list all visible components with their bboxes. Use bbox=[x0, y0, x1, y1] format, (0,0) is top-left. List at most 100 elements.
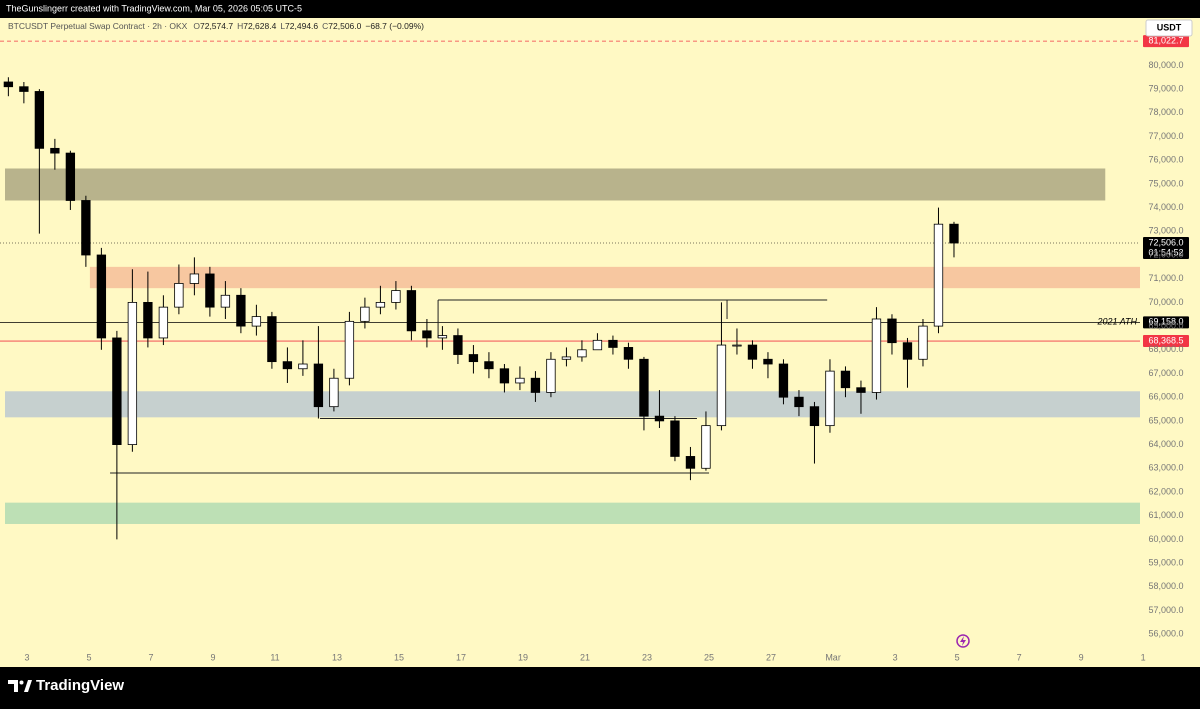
y-tick-label: 61,000.0 bbox=[1148, 510, 1183, 520]
y-tick-label: 59,000.0 bbox=[1148, 557, 1183, 567]
candle-body bbox=[623, 347, 634, 360]
candle-body bbox=[608, 339, 618, 348]
top-bar bbox=[0, 0, 1200, 18]
candle-body bbox=[825, 370, 835, 427]
candle-body bbox=[933, 223, 944, 327]
candle-body bbox=[251, 316, 262, 327]
chart-title: TheGunslingerr created with TradingView.… bbox=[6, 3, 302, 13]
candle-body bbox=[205, 273, 215, 308]
candle-body bbox=[3, 81, 14, 88]
candle-body bbox=[143, 301, 153, 339]
axes: 81,022.7 72,506.001:54:52 69,158.0 2021 ATH… bbox=[24, 35, 1189, 662]
legend-key: C bbox=[322, 21, 328, 31]
legend-value: 72,494.6 bbox=[285, 21, 318, 31]
x-tick-label: 17 bbox=[456, 652, 466, 662]
candle-body bbox=[577, 349, 587, 358]
x-tick-label: 1 bbox=[1141, 652, 1146, 662]
legend-value: 72,574.7 bbox=[200, 21, 233, 31]
candle-body bbox=[236, 294, 246, 327]
x-tick-label: 13 bbox=[332, 652, 342, 662]
y-tick-label: 62,000.0 bbox=[1148, 486, 1183, 496]
zones bbox=[5, 168, 1140, 524]
legend-key: O bbox=[193, 21, 200, 31]
y-tick-label: 68,000.0 bbox=[1148, 344, 1183, 354]
candle-body bbox=[282, 361, 293, 370]
bottom-bar bbox=[0, 667, 1200, 704]
lines bbox=[0, 40, 1140, 474]
y-tick-label: 56,000.0 bbox=[1148, 629, 1183, 639]
x-tick-label: 9 bbox=[1079, 652, 1084, 662]
candle-body bbox=[360, 306, 370, 322]
zone bbox=[5, 168, 1106, 201]
x-tick-label: 5 bbox=[955, 652, 960, 662]
candle-body bbox=[96, 254, 107, 339]
candle-body bbox=[887, 318, 897, 344]
x-tick-label: 3 bbox=[893, 652, 898, 662]
price-tag-label: 81,022.7 bbox=[1148, 36, 1183, 46]
legend-change: −68.7 (−0.09%) bbox=[365, 21, 424, 31]
candle-body bbox=[546, 358, 556, 393]
x-tick-label: 7 bbox=[148, 652, 153, 662]
zone bbox=[89, 266, 1140, 289]
x-tick-label: 21 bbox=[580, 652, 590, 662]
y-tick-label: 71,000.0 bbox=[1148, 273, 1183, 283]
y-tick-label: 72,000.0 bbox=[1148, 249, 1183, 259]
replay-icon[interactable] bbox=[956, 634, 970, 648]
candle-body bbox=[81, 200, 91, 256]
candle-body bbox=[918, 325, 928, 360]
candle-body bbox=[329, 377, 339, 408]
candle-body bbox=[856, 387, 866, 393]
candle-body bbox=[639, 358, 649, 417]
candle-body bbox=[778, 363, 789, 398]
candle-body bbox=[484, 361, 494, 370]
y-tick-label: 66,000.0 bbox=[1148, 392, 1183, 402]
candle-body bbox=[375, 301, 386, 308]
candle-body bbox=[127, 301, 138, 445]
candle-body bbox=[112, 337, 122, 445]
candle-body bbox=[716, 344, 727, 427]
x-tick-label: 3 bbox=[24, 652, 29, 662]
y-tick-label: 57,000.0 bbox=[1148, 605, 1183, 615]
legend-key: H bbox=[237, 21, 243, 31]
footer-brand: TradingView bbox=[36, 677, 124, 694]
currency-box bbox=[1145, 19, 1193, 37]
x-tick-label: 15 bbox=[394, 652, 404, 662]
y-tick-label: 76,000.0 bbox=[1148, 155, 1183, 165]
candles bbox=[3, 77, 959, 540]
price-tag-label: 72,506.0 bbox=[1148, 237, 1183, 247]
candle-body bbox=[267, 316, 277, 363]
candle-body bbox=[871, 318, 882, 393]
candle-body bbox=[313, 363, 324, 408]
price-tag bbox=[1143, 335, 1189, 348]
x-tick-label: Mar bbox=[825, 652, 841, 662]
y-tick-label: 70,000.0 bbox=[1148, 297, 1183, 307]
candle-body bbox=[499, 368, 510, 384]
y-tick-label: 74,000.0 bbox=[1148, 202, 1183, 212]
y-tick-label: 77,000.0 bbox=[1148, 131, 1183, 141]
candle-body bbox=[50, 147, 60, 154]
x-tick-label: 9 bbox=[210, 652, 215, 662]
x-tick-label: 23 bbox=[642, 652, 652, 662]
candle-body bbox=[298, 363, 308, 370]
legend-symbol: BTCUSDT Perpetual Swap Contract · 2h · O… bbox=[8, 21, 188, 31]
candle-body bbox=[592, 339, 603, 351]
candle-body bbox=[654, 415, 665, 422]
candle-body bbox=[809, 406, 820, 427]
candle-body bbox=[174, 283, 184, 308]
price-tag-label: 69,158.0 bbox=[1148, 317, 1183, 327]
y-tick-label: 65,000.0 bbox=[1148, 415, 1183, 425]
y-tick-label: 60,000.0 bbox=[1148, 534, 1183, 544]
candle-body bbox=[406, 290, 417, 332]
candle-body bbox=[747, 344, 758, 360]
y-tick-label: 78,000.0 bbox=[1148, 107, 1183, 117]
zone bbox=[5, 391, 1140, 418]
y-tick-label: 75,000.0 bbox=[1148, 178, 1183, 188]
candle-body bbox=[34, 91, 45, 149]
legend-value: 72,628.4 bbox=[243, 21, 276, 31]
candle-body bbox=[515, 377, 525, 384]
price-tag bbox=[1143, 237, 1189, 260]
candle-body bbox=[19, 86, 29, 92]
candle-body bbox=[949, 223, 959, 244]
